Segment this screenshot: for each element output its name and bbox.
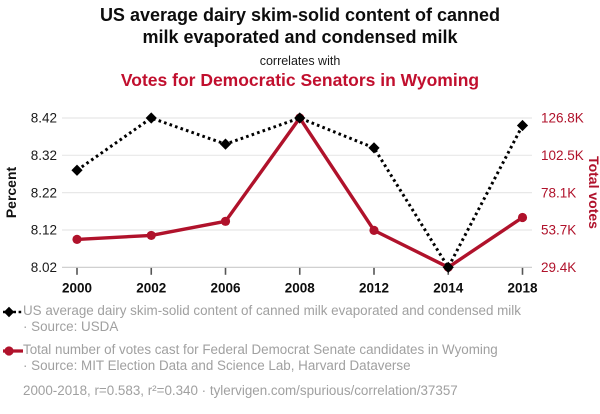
legend-source-votes: · Source: MIT Election Data and Science … — [23, 357, 411, 373]
page-title-line2: milk evaporated and condensed milk — [142, 26, 458, 47]
x-axis-tick-label: 2012 — [359, 281, 389, 296]
circle-marker — [369, 225, 379, 235]
x-axis-tick-label: 2008 — [285, 281, 316, 296]
page-title-line1: US average dairy skim-solid content of c… — [99, 5, 501, 25]
diamond-dotted-legend-icon — [3, 306, 23, 318]
circle-solid-legend-icon — [3, 346, 23, 356]
y-axis-tick-label-right: 29.4K — [541, 260, 576, 275]
y-axis-tick-label-left: 8.32 — [31, 148, 57, 163]
right-axis-title: Total votes — [586, 156, 600, 229]
diamond-marker — [516, 119, 529, 132]
circle-marker — [220, 216, 231, 226]
y-axis-tick-label-right: 78.1K — [541, 185, 576, 200]
diamond-marker — [294, 112, 306, 124]
diamond-marker — [368, 142, 380, 154]
chart-area: 8.02 8.12 8.22 8.32 8.42 29.4K 53.7K 78.1K 102.5… — [0, 100, 600, 300]
y-axis-tick-label-left: 8.22 — [31, 185, 57, 200]
legend-label-votes: Total number of votes cast for Federal D… — [23, 342, 498, 357]
diamond-marker — [442, 261, 454, 273]
x-axis-tick-label: 2002 — [136, 281, 166, 296]
y-axis-tick-label-right: 126.8K — [541, 111, 584, 126]
y-axis-tick-label-left: 8.42 — [31, 111, 57, 126]
diamond-marker — [219, 138, 232, 150]
legend-item-dairy: US average dairy skim-solid content of c… — [3, 303, 597, 334]
x-axis-tick-label: 2006 — [210, 281, 241, 296]
y-axis-tick-label-left: 8.02 — [31, 260, 57, 275]
correlates-with-text: correlates with — [259, 54, 341, 68]
legend-source-dairy: · Source: USDA — [23, 318, 119, 334]
circle-marker — [146, 230, 156, 241]
legend-item-votes: Total number of votes cast for Federal D… — [3, 342, 597, 373]
diamond-marker — [145, 112, 157, 124]
left-axis-title: Percent — [3, 166, 19, 218]
footer-stats-and-url: 2000-2018, r=0.583, r²=0.340 · tylervige… — [23, 383, 458, 398]
x-axis-tick-label: 2018 — [507, 281, 538, 296]
legend-text-votes: Total number of votes cast for Federal D… — [23, 342, 597, 373]
legend-text-dairy: US average dairy skim-solid content of c… — [23, 303, 597, 334]
diamond-marker — [71, 164, 83, 176]
legend-label-dairy: US average dairy skim-solid content of c… — [23, 303, 521, 318]
circle-marker — [72, 234, 82, 245]
x-axis-tick-label: 2000 — [62, 281, 92, 296]
x-axis-tick-label: 2014 — [433, 281, 464, 296]
page-subtitle: Votes for Democratic Senators in Wyoming — [120, 70, 480, 90]
correlation-chart: 8.02 8.12 8.22 8.32 8.42 29.4K 53.7K 78.1K 102.5… — [3, 111, 600, 296]
y-axis-tick-label-right: 102.5K — [541, 148, 584, 163]
page-title: US average dairy skim-solid content of c… — [0, 5, 600, 48]
circle-marker — [517, 212, 528, 223]
y-axis-tick-label-right: 53.7K — [541, 223, 576, 238]
y-axis-tick-label-left: 8.12 — [31, 223, 57, 238]
